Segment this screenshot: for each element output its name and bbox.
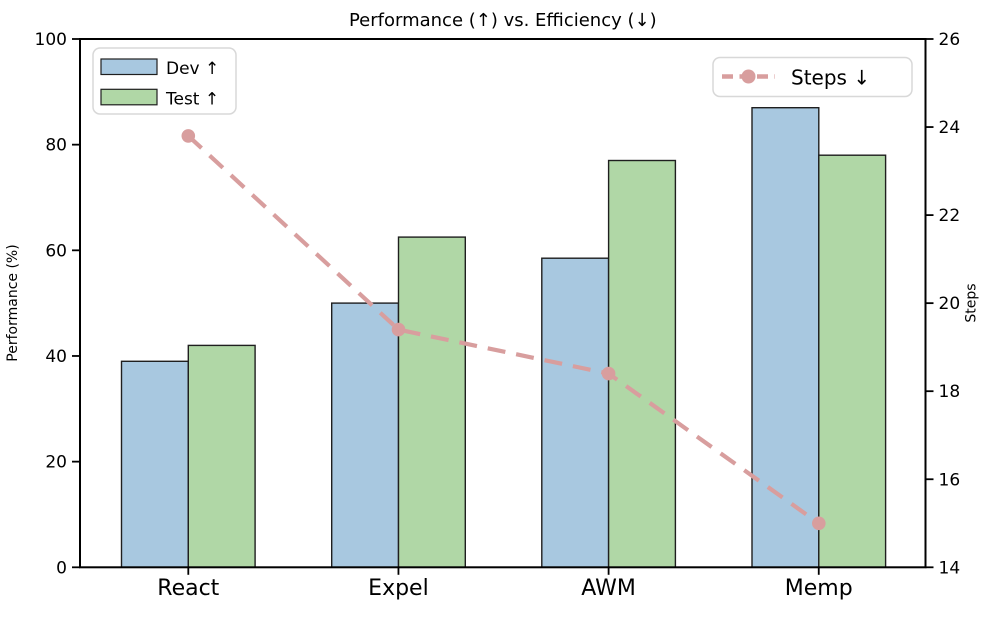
y-tick-label-right: 14 <box>939 558 961 578</box>
y-tick-label-right: 20 <box>939 294 961 314</box>
y-axis-label-left: Performance (%) <box>5 244 21 361</box>
y-tick-label-left: 100 <box>35 30 67 50</box>
chart-title: Performance (↑) vs. Efficiency (↓) <box>349 10 657 31</box>
y-axis-label-right: Steps <box>964 283 980 322</box>
legend-label-dev: Dev ↑ <box>166 59 219 79</box>
y-tick-label-right: 26 <box>939 30 961 50</box>
steps-marker-awm <box>601 366 616 381</box>
x-tick-label-expel: Expel <box>368 576 429 601</box>
steps-marker-expel <box>391 322 406 337</box>
y-tick-label-right: 16 <box>939 470 961 490</box>
y-tick-label-right: 24 <box>939 118 961 138</box>
legend-label-test: Test ↑ <box>165 89 219 109</box>
y-tick-label-right: 18 <box>939 382 961 402</box>
dev-bar-expel <box>331 302 400 568</box>
steps-line <box>186 134 821 526</box>
y-tick-label-left: 40 <box>45 347 67 367</box>
x-tick-label-awm: AWM <box>581 576 636 601</box>
y-tick-label-left: 80 <box>45 136 67 156</box>
test-bar-expel <box>397 236 467 569</box>
legend-line-marker <box>741 69 756 84</box>
dev-bar-awm <box>541 257 610 569</box>
y-tick-label-left: 60 <box>45 241 67 261</box>
legend-swatch-test <box>100 88 158 106</box>
steps-marker-react <box>181 129 196 143</box>
line-legend-box <box>712 56 913 98</box>
dev-bar-memp <box>751 106 820 569</box>
test-bar-react <box>187 344 256 568</box>
y-tick-label-left: 20 <box>45 453 67 473</box>
y-tick-label-left: 0 <box>56 558 67 578</box>
y-tick-label-right: 22 <box>939 206 961 226</box>
x-tick-label-react: React <box>157 576 219 601</box>
x-tick-label-memp: Memp <box>785 576 853 601</box>
dev-bar-react <box>120 360 190 568</box>
legend-label-steps: Steps ↓ <box>791 66 870 90</box>
test-bar-memp <box>818 154 887 569</box>
steps-marker-memp <box>812 516 826 531</box>
test-bar-awm <box>607 159 677 568</box>
legend-swatch-dev <box>100 58 158 76</box>
